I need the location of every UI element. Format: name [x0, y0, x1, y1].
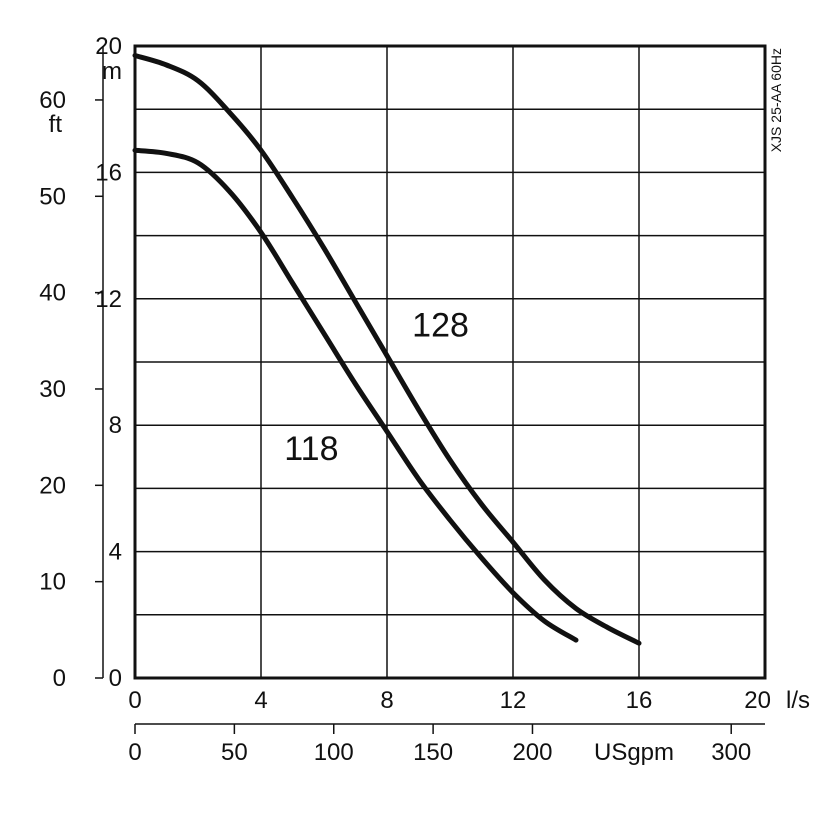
m-tick-label: 20 — [95, 33, 122, 60]
model-label: XJS 25-AA 60Hz — [768, 48, 784, 152]
ft-tick-label: 20 — [39, 472, 66, 499]
ls-tick-label: 8 — [380, 687, 393, 714]
ft-tick-label: 10 — [39, 569, 66, 596]
usgpm-tick-label: 200 — [512, 739, 552, 766]
usgpm-tick-label: 0 — [128, 739, 141, 766]
usgpm-tick-label: 300 — [711, 739, 751, 766]
ft-tick-label: 0 — [53, 665, 66, 692]
curves — [132, 53, 642, 646]
ls-tick-label: 16 — [626, 687, 653, 714]
ft-tick-label: 30 — [39, 376, 66, 403]
grid — [135, 46, 765, 678]
m-tick-label: 12 — [95, 286, 122, 313]
ls-unit-label: l/s — [786, 687, 810, 714]
ft-tick-label: 60 — [39, 87, 66, 114]
ft-tick-label: 40 — [39, 280, 66, 307]
usgpm-tick-label: 150 — [413, 739, 453, 766]
ls-tick-label: 20 — [744, 687, 771, 714]
usgpm-unit-label: USgpm — [594, 739, 674, 766]
m-tick-label: 16 — [95, 159, 122, 186]
plot-frame — [133, 44, 767, 680]
m-tick-label: 8 — [109, 412, 122, 439]
ls-tick-label: 0 — [128, 687, 141, 714]
usgpm-tick-label: 50 — [221, 739, 248, 766]
ls-tick-label: 12 — [500, 687, 527, 714]
ft-unit-label: ft — [49, 111, 63, 138]
m-tick-label: 0 — [109, 665, 122, 692]
usgpm-tick-label: 100 — [314, 739, 354, 766]
curve-128 — [132, 53, 642, 646]
ft-tick-label: 50 — [39, 183, 66, 210]
curve-labels: 128 118 — [284, 307, 469, 468]
curve-label-118: 118 — [284, 430, 338, 468]
m-tick-label: 4 — [109, 539, 122, 566]
axis-lines — [95, 46, 765, 734]
curve-118 — [132, 147, 579, 643]
m-unit-label: m — [102, 58, 122, 85]
curve-label-128: 128 — [412, 307, 469, 345]
ls-tick-label: 4 — [254, 687, 267, 714]
